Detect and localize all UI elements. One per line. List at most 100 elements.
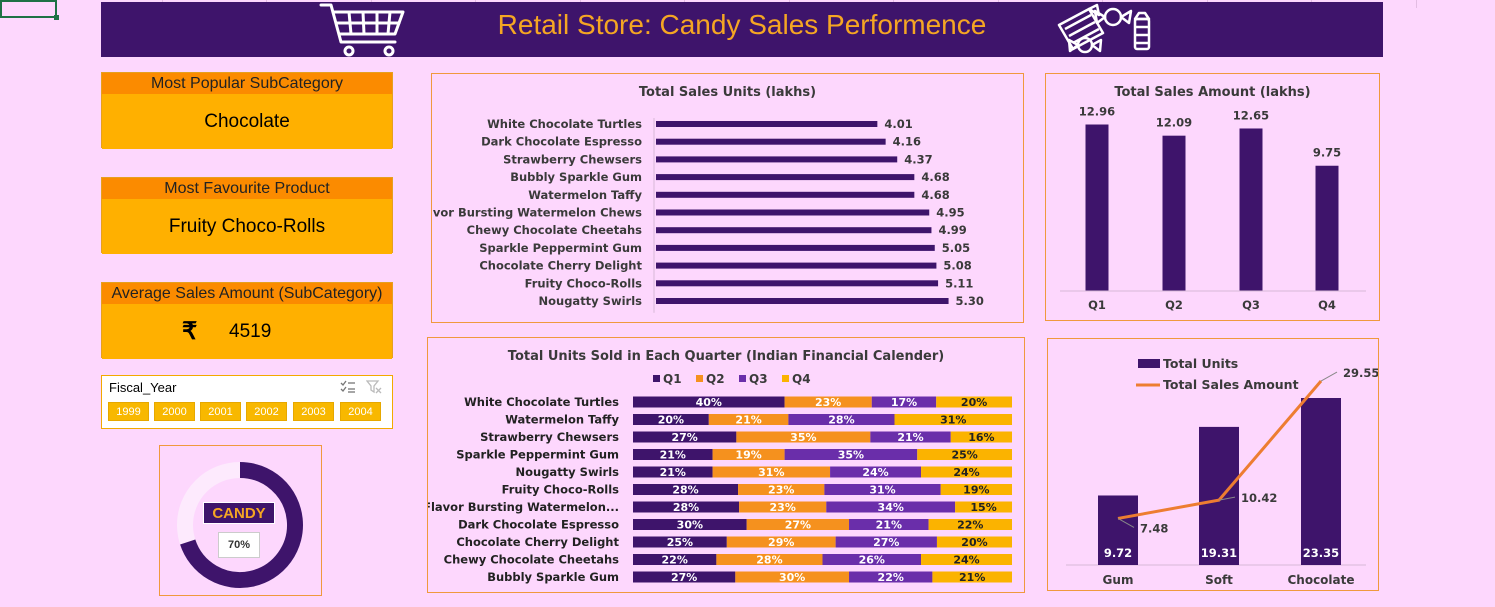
data-label: 4.16 [893, 135, 921, 149]
segment-label: 29% [768, 536, 794, 549]
segment-label: 28% [756, 554, 782, 567]
card-value-row: ₹ 4519 [102, 304, 392, 359]
stack-segment [932, 571, 1012, 583]
category-label: Nougatty Swirls [538, 294, 642, 308]
stack-segment [788, 414, 895, 425]
bar [1315, 165, 1339, 291]
clear-filter-icon[interactable] [366, 380, 382, 394]
segment-label: 28% [828, 414, 854, 427]
bar [656, 174, 915, 181]
bar [1301, 398, 1341, 565]
legend-swatch [1138, 359, 1160, 368]
category-label: Sparkle Peppermint Gum [479, 241, 642, 255]
stack-segment [928, 519, 1012, 530]
segment-label: 25% [667, 536, 693, 549]
legend-swatch [653, 375, 660, 382]
data-label: 5.08 [943, 259, 971, 273]
category-label: Chocolate [1287, 573, 1354, 587]
stack-segment [633, 466, 713, 478]
category-label: Watermelon Taffy [505, 413, 619, 427]
segment-label: 21% [897, 431, 923, 444]
stack-segment [735, 571, 850, 583]
slicer-item-2001[interactable]: 2001 [200, 402, 241, 421]
selected-cell[interactable] [0, 0, 59, 20]
category-label: Soft [1205, 573, 1233, 587]
segment-label: 19% [963, 484, 989, 497]
donut-percent: 70% [218, 532, 260, 558]
candy-donut-panel: CANDY 70% [159, 445, 322, 596]
line-label: 29.55 [1343, 366, 1378, 380]
leader-line [1320, 371, 1338, 382]
bar [656, 244, 935, 251]
segment-label: 28% [672, 484, 698, 497]
card-label: Average Sales Amount (SubCategory) [102, 283, 392, 304]
shopping-cart-icon [319, 3, 405, 57]
stack-segment [894, 414, 1012, 425]
slicer-item-2002[interactable]: 2002 [246, 402, 287, 421]
slicer-item-1999[interactable]: 1999 [108, 402, 149, 421]
card-label: Most Favourite Product [102, 178, 392, 199]
segment-label: 27% [873, 536, 899, 549]
segment-label: 21% [660, 466, 686, 479]
card-value: Chocolate [102, 94, 392, 149]
stack-segment [940, 484, 1012, 495]
stack-segment [712, 466, 831, 478]
slicer-item-2000[interactable]: 2000 [154, 402, 195, 421]
bar [1098, 495, 1138, 565]
bar [1162, 135, 1186, 291]
segment-label: 23% [768, 484, 794, 497]
segment-label: 23% [815, 396, 841, 409]
stack-segment [921, 554, 1012, 565]
category-label: Flavor Bursting Watermelon... [428, 500, 619, 514]
category-label: Chocolate Cherry Delight [479, 259, 642, 273]
card-value: Fruity Choco-Rolls [102, 199, 392, 254]
segment-label: 24% [953, 466, 979, 479]
data-label: 4.37 [904, 152, 932, 166]
stack-segment [936, 396, 1012, 408]
segment-label: 22% [957, 519, 983, 532]
fiscal-year-slicer[interactable]: Fiscal_Year 1999 2000 2001 2002 2003 200… [101, 375, 393, 429]
stack-segment [784, 396, 872, 408]
quarter-units-panel: Total Units Sold in Each Quarter (Indian… [427, 337, 1025, 593]
segment-label: 40% [696, 396, 722, 409]
segment-label: 35% [790, 431, 816, 444]
legend-swatch [782, 375, 789, 382]
stack-segment [633, 571, 736, 583]
category-label: White Chocolate Turtles [487, 117, 642, 131]
legend-label: Total Units [1163, 356, 1238, 371]
stack-segment [822, 554, 922, 565]
segment-label: 25% [951, 449, 977, 462]
stack-segment [736, 431, 871, 443]
stack-segment [633, 536, 727, 548]
stack-segment [950, 431, 1012, 443]
leader-line [1218, 496, 1236, 501]
category-label: Chewy Chocolate Cheetahs [444, 553, 619, 567]
chart-title: Total Sales Units (lakhs) [638, 85, 817, 100]
stack-segment [739, 501, 827, 513]
avg-sales-card: Average Sales Amount (SubCategory) ₹ 451… [101, 282, 393, 359]
favourite-product-card: Most Favourite Product Fruity Choco-Roll… [101, 177, 393, 254]
bar [1199, 426, 1239, 565]
stack-segment [708, 414, 789, 425]
legend-label: Q3 [749, 372, 768, 386]
data-label: 4.68 [921, 170, 949, 184]
segment-label: 28% [673, 501, 699, 514]
slicer-item-2004[interactable]: 2004 [340, 402, 381, 421]
legend-label: Q1 [663, 372, 682, 386]
bar-label: 23.35 [1303, 546, 1339, 560]
legend-swatch [739, 375, 746, 382]
segment-label: 21% [660, 449, 686, 462]
candy-icon [1057, 3, 1151, 54]
popular-subcategory-card: Most Popular SubCategory Chocolate [101, 72, 393, 149]
sales-units-chart: White Chocolate Turtles 4.01 Dark Chocolat… [432, 117, 984, 313]
category-label: Fruity Choco-Rolls [525, 276, 643, 290]
segment-label: 24% [862, 466, 888, 479]
category-label: Dark Chocolate Espresso [481, 135, 642, 149]
subcategory-combo-chart: Total Units Total Sales Amount 9.72 Gum 19.3… [1066, 356, 1378, 587]
slicer-item-2003[interactable]: 2003 [293, 402, 334, 421]
bar [656, 156, 898, 163]
multi-select-icon[interactable] [340, 380, 356, 394]
category-label: Q3 [1242, 298, 1260, 312]
bar [656, 298, 949, 304]
subcategory-combo-panel: Total Units Total Sales Amount 9.72 Gum 19.3… [1047, 338, 1379, 591]
